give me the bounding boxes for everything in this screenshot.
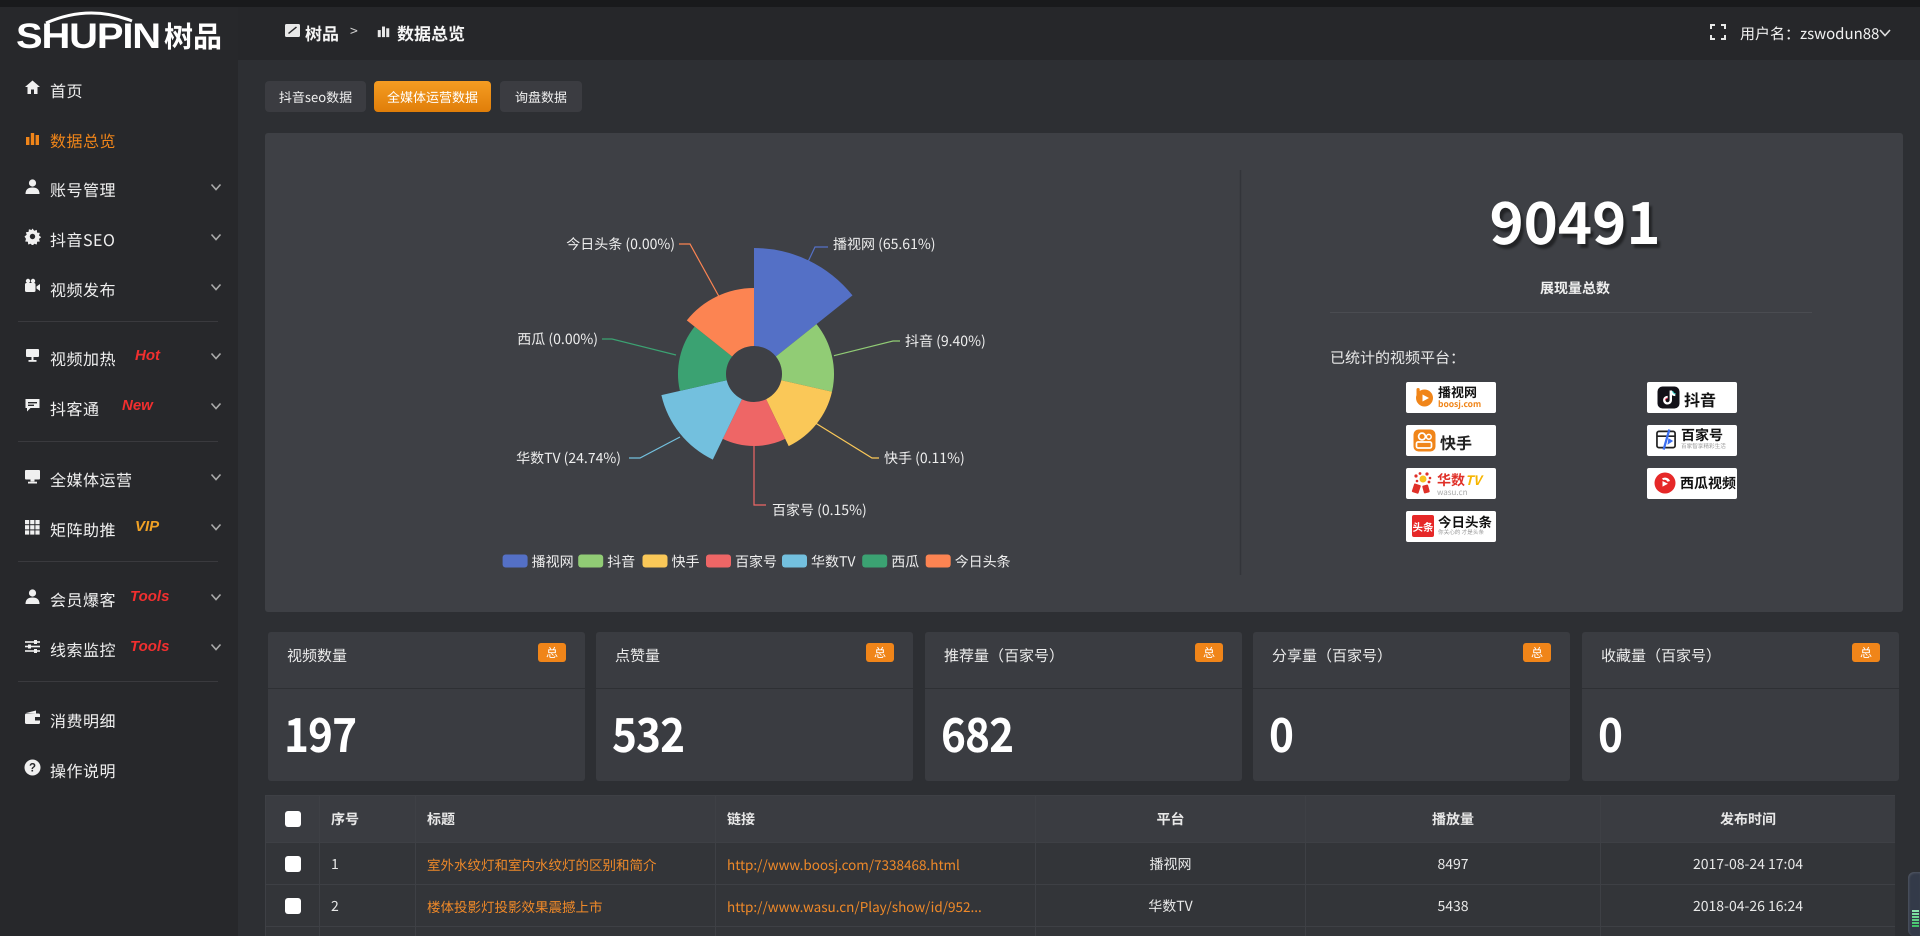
svg-text:西瓜: 西瓜 xyxy=(891,552,919,572)
svg-text:抖音 (9.40%): 抖音 (9.40%) xyxy=(905,331,986,351)
svg-text:百家号: 百家号 xyxy=(735,552,777,572)
svg-text:播视网: 播视网 xyxy=(532,552,574,572)
svg-text:SHUPIN: SHUPIN xyxy=(16,17,160,56)
svg-text:播视网 (65.61%): 播视网 (65.61%) xyxy=(833,234,935,254)
svg-text:西瓜 (0.00%): 西瓜 (0.00%) xyxy=(517,329,598,349)
svg-text:快手: 快手 xyxy=(672,552,700,572)
svg-text:?: ? xyxy=(29,763,36,775)
svg-text:头条: 头条 xyxy=(1413,520,1435,535)
svg-text:抖音: 抖音 xyxy=(607,552,635,572)
svg-text:今日头条: 今日头条 xyxy=(955,552,1011,572)
svg-text:华数TV: 华数TV xyxy=(811,552,856,572)
svg-text:百家号 (0.15%): 百家号 (0.15%) xyxy=(772,500,867,520)
svg-text:华数TV (24.74%): 华数TV (24.74%) xyxy=(516,448,621,468)
svg-text:快手 (0.11%): 快手 (0.11%) xyxy=(884,448,965,468)
svg-text:树品: 树品 xyxy=(164,14,222,56)
svg-text:今日头条 (0.00%): 今日头条 (0.00%) xyxy=(566,234,675,254)
